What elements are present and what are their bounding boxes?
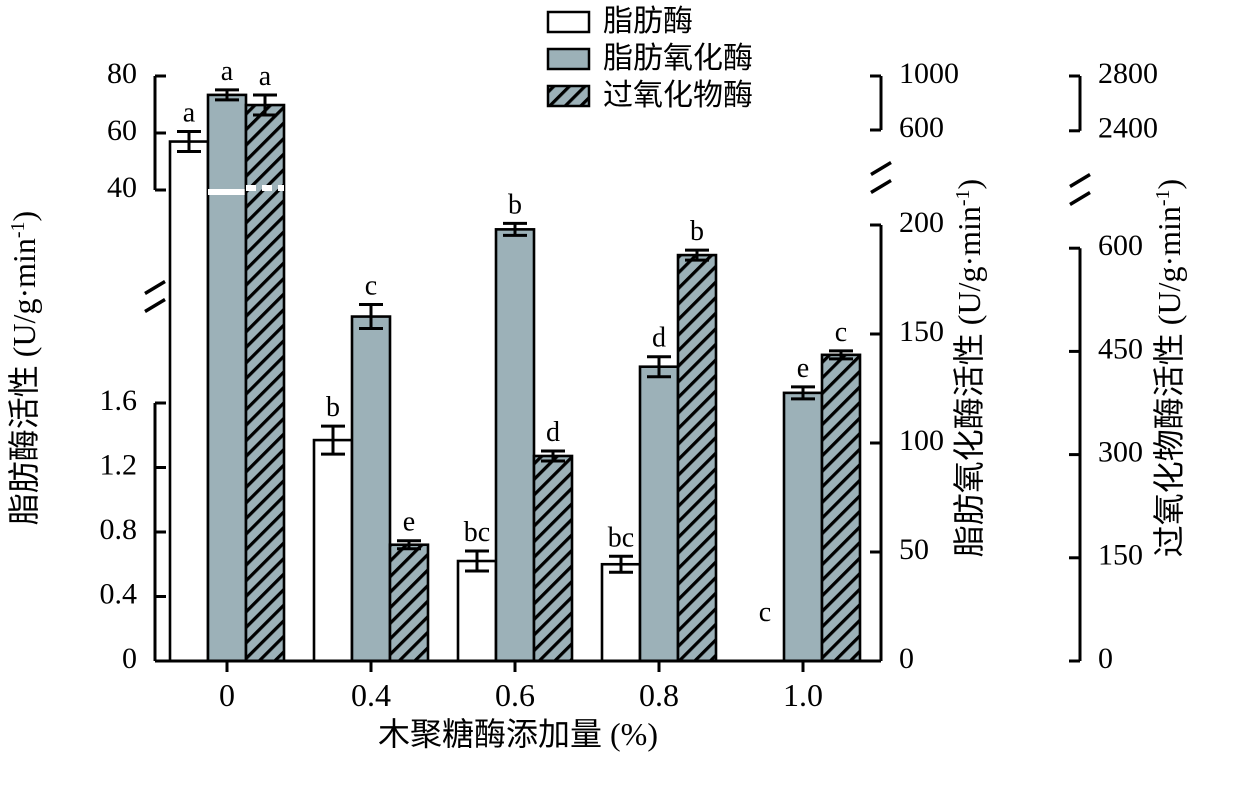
svg-text:脂肪氧化酶: 脂肪氧化酶 [603,42,753,75]
svg-text:c: c [365,271,377,302]
svg-text:1.0: 1.0 [783,677,823,713]
svg-text:1.6: 1.6 [100,384,138,417]
svg-text:a: a [221,56,234,87]
svg-text:脂肪氧化酶活性 (U/g·min-1): 脂肪氧化酶活性 (U/g·min-1) [951,179,987,557]
svg-text:300: 300 [1098,435,1143,468]
svg-text:过氧化物酶: 过氧化物酶 [603,79,753,112]
svg-text:bc: bc [464,517,490,548]
svg-text:60: 60 [107,114,137,147]
svg-text:b: b [326,392,340,423]
svg-text:a: a [183,98,196,129]
svg-text:1.2: 1.2 [100,448,138,481]
svg-text:0: 0 [122,642,137,675]
svg-text:脂肪酶: 脂肪酶 [603,5,693,38]
svg-text:600: 600 [899,111,944,144]
svg-text:0.6: 0.6 [495,677,535,713]
svg-text:150: 150 [1098,539,1143,572]
svg-text:b: b [690,216,704,247]
svg-text:200: 200 [899,206,944,239]
svg-text:0: 0 [1098,642,1113,675]
svg-text:1000: 1000 [899,57,959,90]
svg-text:2800: 2800 [1098,57,1158,90]
svg-text:2400: 2400 [1098,112,1158,145]
svg-text:600: 600 [1098,229,1143,262]
svg-text:a: a [259,61,272,92]
svg-text:d: d [652,323,666,354]
svg-text:bc: bc [608,522,634,553]
svg-text:0.8: 0.8 [100,513,138,546]
svg-text:c: c [759,597,771,628]
svg-text:100: 100 [899,424,944,457]
svg-text:0.4: 0.4 [100,577,138,610]
svg-text:e: e [403,507,415,538]
svg-text:0: 0 [219,677,235,713]
svg-text:过氧化物酶活性 (U/g·min-1): 过氧化物酶活性 (U/g·min-1) [1151,179,1187,557]
svg-text:40: 40 [107,171,137,204]
svg-text:c: c [835,317,847,348]
svg-text:脂肪酶活性 (U/g·min-1): 脂肪酶活性 (U/g·min-1) [6,211,42,525]
svg-text:0.8: 0.8 [639,677,679,713]
svg-text:e: e [797,353,809,384]
svg-text:150: 150 [899,315,944,348]
svg-text:0.4: 0.4 [351,677,391,713]
svg-text:木聚糖酶添加量 (%): 木聚糖酶添加量 (%) [378,716,658,752]
svg-text:d: d [546,417,560,448]
svg-text:0: 0 [899,642,914,675]
svg-text:450: 450 [1098,332,1143,365]
svg-text:80: 80 [107,57,137,90]
svg-text:50: 50 [899,533,929,566]
svg-text:b: b [508,189,522,220]
